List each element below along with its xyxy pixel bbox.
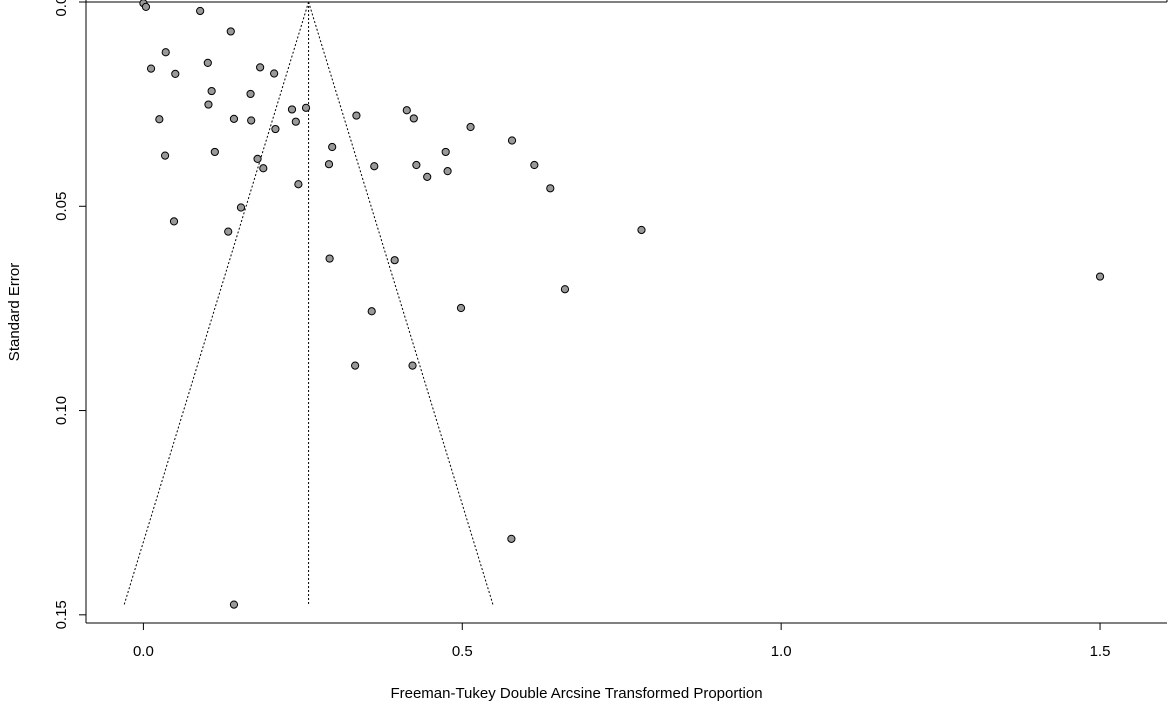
data-point [246,89,255,99]
data-point [207,86,216,96]
data-point [408,361,417,370]
data-point [351,361,360,370]
data-points [139,0,1105,609]
y-tick-label: 0.05 [53,192,70,221]
data-point [546,184,555,193]
data-point [229,114,239,123]
data-point [412,160,421,170]
data-point [560,285,570,294]
data-point [161,48,170,57]
data-point [155,115,164,124]
data-point [637,225,646,235]
data-point [141,2,151,12]
data-point [256,63,265,72]
funnel-right-limit [308,1,494,605]
data-point [196,6,205,16]
data-point [259,164,268,173]
data-point [210,147,219,157]
data-point [1095,272,1105,281]
data-point [169,217,179,226]
data-point [352,111,361,120]
data-point [247,116,256,125]
y-tick-label: 0.10 [53,396,70,425]
data-point [171,69,180,79]
x-axis-title: Freeman-Tukey Double Arcsine Transformed… [390,685,762,702]
data-point [203,58,212,67]
y-axis-title: Standard Error [6,263,23,361]
data-point [507,534,516,543]
data-point [466,122,475,132]
data-point [226,27,235,36]
data-point [441,147,450,157]
data-point [456,303,466,313]
data-point [409,114,418,123]
x-tick-label: 1.5 [1090,643,1111,660]
funnel-lines [123,1,494,605]
x-tick-label: 1.0 [771,643,792,660]
data-point [443,167,452,176]
data-point [160,151,170,160]
data-point [146,64,156,73]
x-tick-label: 0.5 [452,643,473,660]
data-point [271,124,280,134]
data-point [253,154,262,163]
data-point [324,160,334,169]
data-point [390,256,399,265]
data-point [229,600,239,609]
funnel-left-limit [123,1,310,605]
data-point [301,103,311,112]
y-tick-label: 0.15 [53,600,70,629]
data-point [530,160,539,170]
data-point [236,203,246,212]
data-point [328,142,337,152]
data-point [370,162,379,171]
data-point [287,105,297,114]
x-tick-label: 0.0 [133,643,154,660]
data-point [423,172,432,181]
data-point [402,106,411,115]
axes: 0.0 0.5 1.0 1.5 0.00 0.05 0.10 0.15 [53,0,1168,660]
data-point [204,100,213,109]
data-point [291,117,300,126]
y-tick-label: 0.00 [53,0,70,17]
data-point [270,69,279,78]
data-point [294,180,303,189]
data-point [325,254,334,263]
data-point [367,307,376,316]
data-point [507,136,517,145]
data-point [224,227,233,236]
